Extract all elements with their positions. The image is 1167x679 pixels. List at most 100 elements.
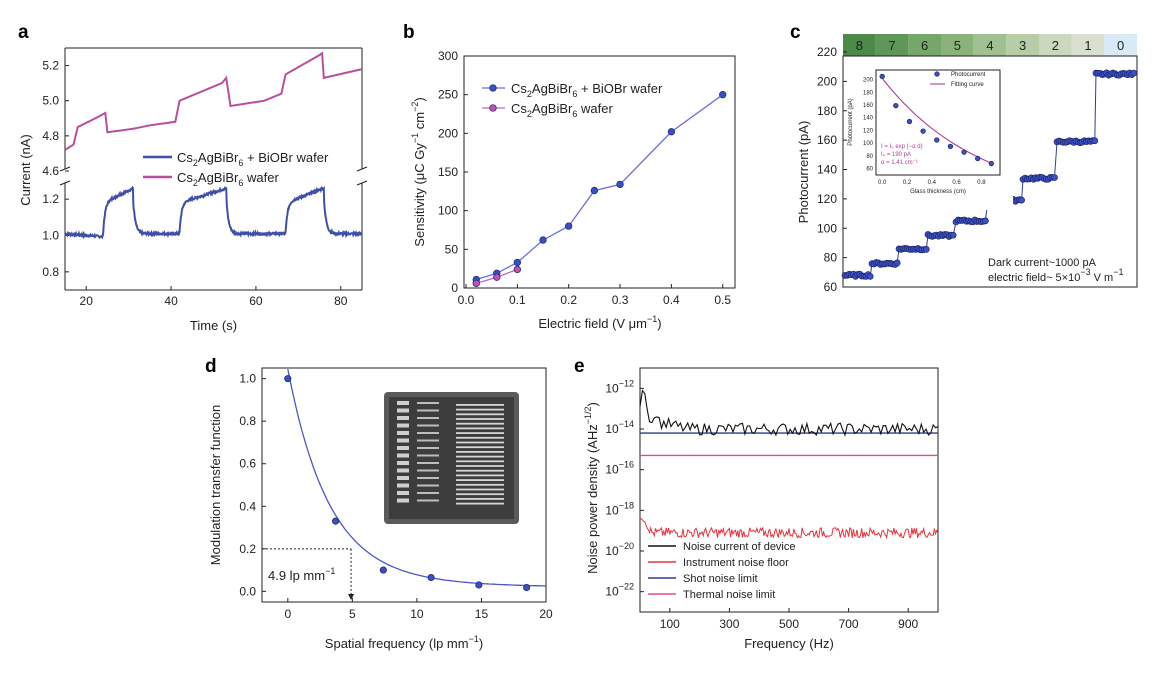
y-tick-label: 4.8 <box>42 129 59 143</box>
pattern-bar <box>397 453 409 458</box>
y-axis-label: Noise power density (AHz−1/2) <box>583 402 600 574</box>
legend-marker-magenta <box>489 104 497 112</box>
inset-x-tick-label: 0.2 <box>903 180 912 186</box>
y-tick-label: 0.2 <box>239 542 256 556</box>
x-axis-label: Electric field (V μm−1) <box>538 314 661 331</box>
inset-x-label: Glass thickness (cm) <box>910 189 966 195</box>
pattern-bar <box>417 469 439 472</box>
inset-y-tick-label: 60 <box>866 167 873 173</box>
legend-label-magenta-part: AgBiBr <box>198 170 239 185</box>
y-tick-label-part: −20 <box>619 541 634 551</box>
data-point <box>565 222 573 230</box>
y-tick-label: 0.4 <box>239 499 256 513</box>
pattern-line <box>456 408 504 411</box>
y-tick-label: 150 <box>438 165 458 179</box>
pattern-bar <box>417 492 439 494</box>
panel-d-mtf: 0 5 10 15 20 0.0 0.2 0.4 0.6 0.8 1.0 Spatial freque… <box>208 367 553 651</box>
x-tick-label: 0.2 <box>560 293 577 307</box>
pattern-bar <box>417 462 439 464</box>
data-point <box>284 375 292 383</box>
step-header-label: 0 <box>1117 38 1124 53</box>
y-tick-label: 5.2 <box>42 59 59 73</box>
y-tick-label: 10−12 <box>605 378 634 395</box>
pattern-bar <box>397 416 409 420</box>
x-tick-label: 0.1 <box>509 293 526 307</box>
y-tick-label: 50 <box>445 242 459 256</box>
step-header-cell <box>908 34 941 56</box>
x-tick-label: 500 <box>779 617 799 631</box>
legend-label-magenta-part: Cs <box>177 170 193 185</box>
pattern-bar <box>397 468 409 473</box>
x-tick-label: 900 <box>898 617 918 631</box>
data-point <box>523 583 531 592</box>
x-tick-label: 60 <box>249 294 263 308</box>
x-tick-label: 5 <box>349 607 356 621</box>
y-tick-label: 10−18 <box>605 500 634 517</box>
annotation-field-part: −1 <box>1113 267 1123 277</box>
device-noise-trace <box>639 389 939 437</box>
y-tick-label: 200 <box>817 74 837 88</box>
y-tick-label: 180 <box>817 104 837 118</box>
inset-data-point <box>906 118 913 125</box>
y-tick-label: 80 <box>824 251 838 265</box>
data-point <box>1051 174 1058 181</box>
y-tick-label: 140 <box>817 163 837 177</box>
legend-label-magenta: Cs2AgBiBr6 wafer <box>511 101 613 119</box>
legend-marker-blue <box>489 84 497 92</box>
legend-label-blue-part: 6 <box>238 158 243 168</box>
legend-label-blue-part: + BiOBr wafer <box>243 150 329 165</box>
x-axis-label-part: ) <box>479 636 483 651</box>
pattern-line <box>456 460 504 463</box>
x-tick-label: 700 <box>839 617 859 631</box>
pattern-line <box>456 422 504 425</box>
y-tick-label-part: −22 <box>619 582 634 592</box>
y-axis-label-part: ) <box>412 97 427 101</box>
y-axis-label-part: −2 <box>410 102 420 112</box>
inset-data-point <box>988 160 994 167</box>
x-axis-label-part: −1 <box>647 314 657 324</box>
x-axis-label: Spatial frequency (lp mm−1) <box>325 634 483 651</box>
x-tick-label: 0.0 <box>458 293 475 307</box>
legend-label-magenta-part: Cs <box>511 101 527 116</box>
inset-x-tick-label: 0.8 <box>977 180 986 186</box>
resolution-pattern-photo <box>384 392 519 524</box>
pattern-bar <box>417 454 439 457</box>
inset-y-tick-label: 180 <box>863 90 874 96</box>
pattern-line <box>456 441 504 444</box>
step-header-cell <box>1039 34 1072 56</box>
pattern-line <box>456 502 504 505</box>
y-tick-label: 200 <box>438 126 458 140</box>
inset-data-point <box>879 73 885 80</box>
x-tick-label: 20 <box>539 607 553 621</box>
pattern-line <box>456 483 504 486</box>
data-point <box>866 273 874 280</box>
pattern-line <box>456 498 504 500</box>
step-header-cell <box>1006 34 1039 56</box>
pattern-bar <box>417 477 439 479</box>
x-axis-label: Time (s) <box>190 318 237 333</box>
y-tick-label: 0.0 <box>239 584 256 598</box>
step-header-cell <box>843 34 876 56</box>
pattern-line <box>456 418 504 420</box>
step-header-label: 2 <box>1052 38 1059 53</box>
legend-label-blue-part: Cs <box>511 81 527 96</box>
data-point <box>982 217 989 225</box>
y-tick-label-part: 10 <box>605 463 619 477</box>
annotation-field-part: electric field~ 5×10 <box>988 272 1080 284</box>
inset-x-tick-label: 0.4 <box>928 180 937 186</box>
y-tick-label-part: −18 <box>619 500 634 510</box>
pattern-bar <box>397 401 409 405</box>
y-tick-label: 10−22 <box>605 582 634 599</box>
step-header-label: 5 <box>954 38 961 53</box>
pattern-line <box>456 446 504 449</box>
step-header-label: 1 <box>1084 38 1091 53</box>
panel-b-sensitivity-vs-field: 0.0 0.1 0.2 0.3 0.4 0.5 0 50 100 150 200 250 300 Elec… <box>410 49 736 331</box>
inset-alpha: α = 1.41 cm⁻¹ <box>881 160 918 166</box>
y-tick-label: 220 <box>817 45 837 59</box>
pattern-bar <box>417 417 439 419</box>
x-tick-label: 100 <box>660 617 680 631</box>
x-axis-label-part: Electric field (V μm <box>538 316 647 331</box>
pattern-line <box>456 427 504 430</box>
pattern-bar <box>397 491 409 495</box>
pattern-line <box>456 413 504 416</box>
